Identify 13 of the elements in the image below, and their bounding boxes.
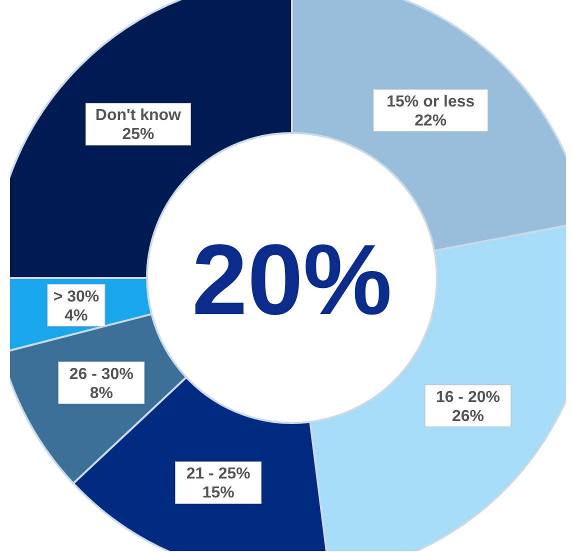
data-label: 25%	[122, 126, 154, 144]
slice-label: 15% or less	[386, 93, 475, 110]
slice-label: 16 - 20%	[436, 388, 500, 406]
data-label: 4%	[64, 307, 88, 324]
slice-label: Don't know	[95, 107, 182, 124]
text: 20%	[192, 224, 392, 336]
slice-label: > 30%	[53, 288, 100, 306]
slice-label: 21 - 25%	[186, 466, 250, 483]
data-label: 15%	[202, 484, 234, 502]
slice-label: 26 - 30%	[69, 366, 134, 383]
data-label: 22%	[414, 112, 447, 130]
data-label: 26%	[452, 408, 484, 425]
data-label: 8%	[90, 384, 113, 402]
